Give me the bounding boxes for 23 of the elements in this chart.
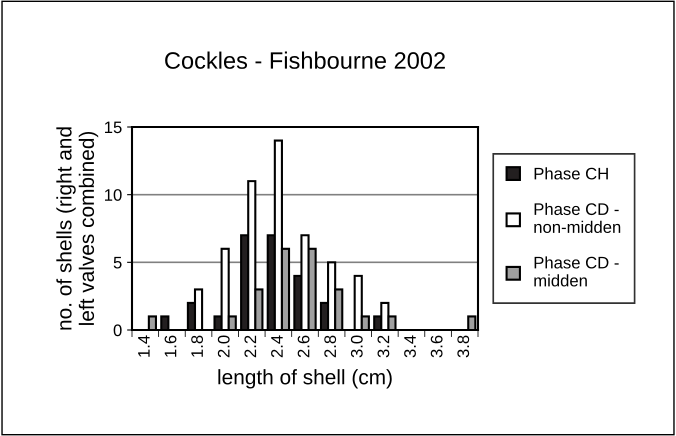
x-tick-label: 2.0 (218, 336, 230, 358)
y-tick-label: 15 (105, 122, 122, 134)
x-tick-label: 2.8 (324, 336, 336, 358)
y-axis-title: no. of shells (right and left valves combined) (56, 127, 98, 330)
x-tick-label: 3.6 (430, 336, 443, 358)
y-tick-label: 0 (114, 324, 122, 336)
y-tick-label: 10 (105, 189, 122, 201)
x-tick-label: 3.2 (378, 336, 390, 358)
x-tick-label: 2.6 (298, 336, 310, 358)
legend-label: Phase CD - midden (534, 256, 619, 287)
x-tick-label: 3.4 (404, 335, 416, 358)
x-tick-label: 2.4 (271, 335, 283, 358)
legend-label: Phase CH (534, 167, 608, 180)
x-tick-label: 2.2 (244, 336, 256, 358)
y-tick-label: 5 (114, 256, 122, 269)
x-tick-label: 1.4 (138, 335, 150, 357)
chart-title: Cockles - Fishbourne 2002 (165, 52, 445, 69)
x-axis-title: length of shell (cm) (218, 369, 392, 389)
x-tick-label: 3.0 (350, 336, 363, 358)
x-tick-label: 1.6 (164, 336, 176, 357)
legend-label: Phase CD - non-midden (534, 202, 620, 234)
x-tick-label: 3.8 (457, 336, 470, 358)
x-tick-label: 1.8 (191, 336, 204, 357)
